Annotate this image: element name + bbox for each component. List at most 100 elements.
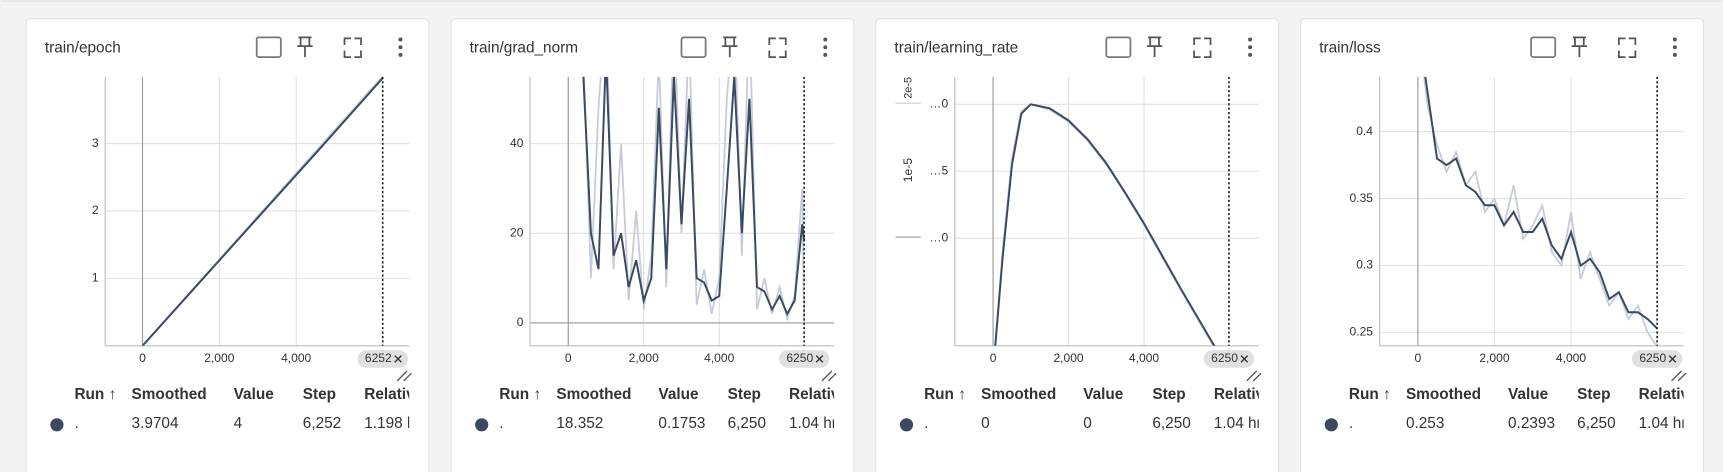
y-tick-label: …0 xyxy=(929,96,948,110)
icon-more[interactable] xyxy=(823,37,828,42)
x-tick-label: 2,000 xyxy=(1053,351,1083,365)
table-cell: . xyxy=(924,415,928,432)
icon-pin[interactable] xyxy=(722,36,738,58)
icon-more[interactable] xyxy=(398,52,403,57)
icon-fullscreen[interactable] xyxy=(1193,37,1212,58)
chart-title: train/grad_norm xyxy=(470,39,578,56)
table-header: Step xyxy=(1152,386,1185,403)
step-badge xyxy=(357,350,408,368)
icon-more[interactable] xyxy=(398,37,403,42)
chart-title: train/loss xyxy=(1319,39,1381,56)
icon-pin[interactable] xyxy=(1571,36,1588,58)
table-header[interactable]: Run ↑ xyxy=(1349,386,1391,403)
step-badge-label: 6250 xyxy=(786,351,813,365)
series-line xyxy=(582,76,806,317)
resize-handle[interactable] xyxy=(396,370,412,382)
table-header[interactable]: Run ↑ xyxy=(499,386,541,403)
icon-fullscreen[interactable] xyxy=(768,37,787,58)
series-line xyxy=(583,76,805,323)
y-tick-label: 0.3 xyxy=(1356,258,1373,272)
icon-fit-domain[interactable] xyxy=(1105,36,1132,58)
table-header: Smoothed xyxy=(132,386,207,403)
table-cell: 1.198 l xyxy=(364,415,410,432)
chart-title: train/epoch xyxy=(45,39,121,56)
icon-more[interactable] xyxy=(1248,45,1253,50)
x-tick-label: 0 xyxy=(1415,351,1422,365)
icon-pin[interactable] xyxy=(1146,36,1163,58)
icon-fit-domain[interactable] xyxy=(680,36,707,58)
table-header: Value xyxy=(1508,386,1549,403)
icon-more[interactable] xyxy=(1672,45,1677,50)
x-tick-label: 0 xyxy=(565,351,572,365)
step-badge-close[interactable] xyxy=(394,355,402,363)
icon-fullscreen[interactable] xyxy=(1618,37,1637,58)
table-cell: 0 xyxy=(1083,415,1092,432)
series-line xyxy=(141,77,384,346)
icon-more[interactable] xyxy=(1248,52,1253,57)
table-cell: 18.352 xyxy=(556,415,603,432)
icon-more[interactable] xyxy=(398,45,403,50)
icon-more[interactable] xyxy=(823,52,828,57)
step-badge-label: 6252 xyxy=(365,351,392,365)
y-tick-label: 0 xyxy=(517,315,524,329)
table-cell: 0.1753 xyxy=(658,415,705,432)
step-badge-label: 6250 xyxy=(1639,351,1666,365)
icon-more[interactable] xyxy=(823,45,828,50)
y-tick-label: 3 xyxy=(92,136,99,150)
resize-handle[interactable] xyxy=(821,370,837,382)
table-header: Smoothed xyxy=(981,386,1056,403)
icon-fit-domain[interactable] xyxy=(255,36,282,58)
table-header[interactable]: Run ↑ xyxy=(74,386,116,403)
table-header: Value xyxy=(658,386,699,403)
y-tick-label: …5 xyxy=(929,163,948,177)
table-header: Smoothed xyxy=(556,386,631,403)
y-tick-label: …0 xyxy=(929,230,948,244)
x-tick-label: 4,000 xyxy=(1556,351,1586,365)
icon-fit-domain[interactable] xyxy=(1530,36,1557,58)
resize-handle[interactable] xyxy=(1671,370,1687,382)
run-table: Run ↑ Smoothed Value Step Relativ. 18.352 0.17… xyxy=(475,386,834,432)
y-axis-label: 1e-5 xyxy=(901,158,915,182)
table-cell: 1.04 hr xyxy=(1214,415,1262,432)
y-tick-label: 0.35 xyxy=(1350,191,1374,205)
step-badge-close[interactable] xyxy=(1668,355,1677,363)
table-cell: . xyxy=(1349,415,1353,432)
table-header: Smoothed xyxy=(1406,386,1481,403)
table-header: Relativ xyxy=(1639,386,1690,403)
table-cell: 6,250 xyxy=(728,415,766,432)
table-header: Step xyxy=(303,386,336,403)
table-cell: . xyxy=(74,415,78,432)
x-tick-label: 4,000 xyxy=(1129,351,1159,365)
step-badge xyxy=(1631,350,1683,368)
icon-more[interactable] xyxy=(1248,37,1253,42)
table-cell: 0.253 xyxy=(1406,415,1444,432)
chart-title: train/learning_rate xyxy=(894,39,1018,56)
y-tick-label: 40 xyxy=(510,136,524,150)
table-header[interactable]: Run ↑ xyxy=(924,386,966,403)
icon-fullscreen[interactable] xyxy=(343,37,362,58)
table-header: Value xyxy=(1083,386,1124,403)
resize-handle[interactable] xyxy=(1246,370,1262,382)
y-tick-label: 20 xyxy=(510,225,524,239)
y-tick-label: 1 xyxy=(92,271,99,285)
x-tick-label: 2,000 xyxy=(1479,351,1509,365)
icon-more[interactable] xyxy=(1672,37,1677,42)
step-badge-close[interactable] xyxy=(1240,355,1249,363)
table-header: Relativ xyxy=(1214,386,1265,403)
step-badge-label: 6250 xyxy=(1211,351,1238,365)
icon-more[interactable] xyxy=(1672,52,1677,57)
card xyxy=(875,18,1280,472)
toolbar xyxy=(680,36,828,58)
x-tick-label: 4,000 xyxy=(704,351,734,365)
table-cell: 0 xyxy=(981,415,990,432)
y-tick-label: 0.25 xyxy=(1350,325,1374,339)
table-cell: 6,250 xyxy=(1152,415,1190,432)
step-badge-close[interactable] xyxy=(815,355,824,363)
icon-pin[interactable] xyxy=(297,36,313,58)
series-line xyxy=(994,103,1216,346)
x-tick-label: 0 xyxy=(139,351,146,365)
x-tick-label: 4,000 xyxy=(281,351,311,365)
series-line xyxy=(1424,76,1658,330)
